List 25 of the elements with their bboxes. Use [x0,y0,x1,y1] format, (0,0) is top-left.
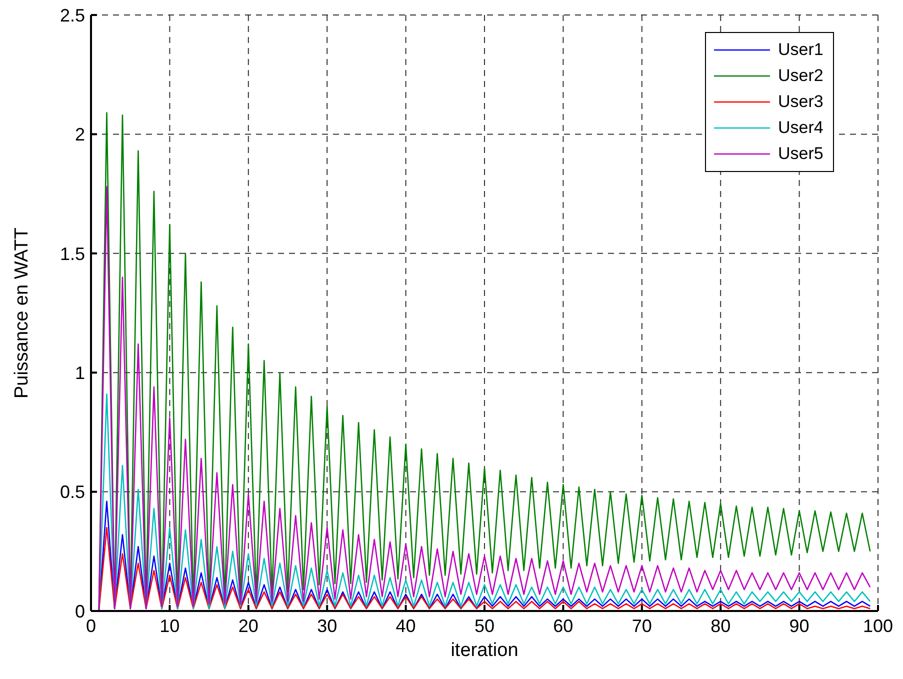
y-tick-label: 2.5 [60,5,85,26]
x-tick-label: 60 [553,616,574,636]
x-tick-label: 30 [317,616,338,636]
legend-label: User2 [778,66,824,86]
legend-label: User5 [778,144,824,164]
y-tick-label: 0 [74,601,85,622]
y-tick-label: 0.5 [60,482,85,502]
x-tick-label: 80 [710,616,731,636]
x-tick-label: 20 [238,616,258,636]
x-tick-label: 10 [160,616,180,636]
x-tick-label: 90 [789,616,810,636]
x-axis-title: iteration [450,640,518,661]
x-tick-label: 100 [862,616,894,636]
line-series [98,526,871,611]
y-tick-label: 1.5 [60,244,85,264]
line-series [98,393,871,611]
x-tick-label: 40 [396,616,416,636]
legend-label: User3 [778,92,824,112]
y-axis-title: Puissance en WATT [12,227,33,399]
x-tick-label: 50 [474,616,495,636]
y-tick-label: 1 [74,362,85,383]
x-tick-label: 70 [632,616,652,636]
legend-label: User1 [778,40,824,60]
legend-label: User4 [778,118,824,138]
y-tick-label: 2 [74,124,85,145]
